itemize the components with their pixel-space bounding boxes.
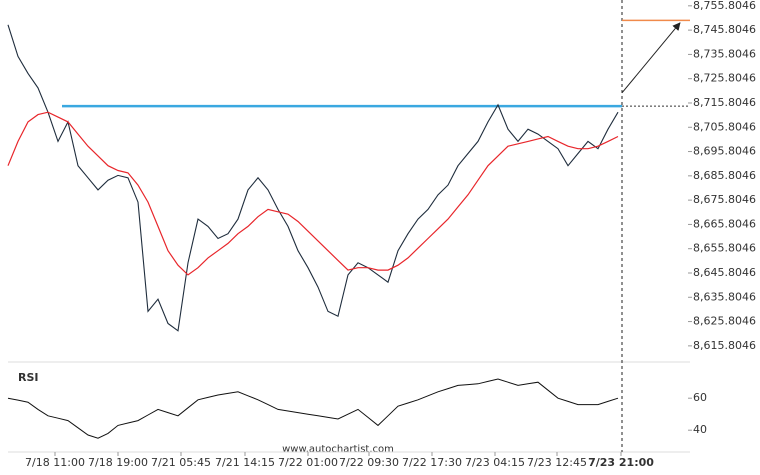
x-tick-label: 7/23 12:45 xyxy=(527,456,587,469)
rsi-tick-label: 60 xyxy=(693,391,707,404)
rsi-title: RSI xyxy=(18,371,39,384)
x-tick-label: 7/22 01:00 xyxy=(278,456,338,469)
x-tick-label: 7/21 05:45 xyxy=(151,456,211,469)
y-tick-label: 8,755.8046 xyxy=(693,0,756,12)
x-tick-label: 7/22 17:30 xyxy=(402,456,462,469)
x-tick-label: 7/23 21:00 xyxy=(588,456,654,469)
y-tick-label: 8,625.8046 xyxy=(693,315,756,328)
y-tick-label: 8,685.8046 xyxy=(693,169,756,182)
rsi-tick-label: 40 xyxy=(693,423,707,436)
y-tick-label: 8,645.8046 xyxy=(693,266,756,279)
rsi-line xyxy=(7,378,619,439)
y-tick-label: 8,735.8046 xyxy=(693,47,756,60)
x-tick-label: 7/18 19:00 xyxy=(88,456,148,469)
y-tick-label: 8,715.8046 xyxy=(693,96,756,109)
price-line xyxy=(7,24,619,332)
y-tick-label: 8,655.8046 xyxy=(693,242,756,255)
y-tick-label: 8,615.8046 xyxy=(693,339,756,352)
y-tick-label: 8,695.8046 xyxy=(693,145,756,158)
x-tick-label: 7/22 09:30 xyxy=(339,456,399,469)
x-tick-label: 7/18 11:00 xyxy=(25,456,85,469)
source: www.autochartist.com xyxy=(282,444,394,455)
forecast-arrow xyxy=(621,22,681,94)
y-tick-label: 8,725.8046 xyxy=(693,72,756,85)
moving-average xyxy=(7,111,619,276)
y-tick-label: 8,745.8046 xyxy=(693,23,756,36)
y-tick-label: 8,665.8046 xyxy=(693,217,756,230)
x-tick-label: 7/23 04:15 xyxy=(465,456,525,469)
y-tick-label: 8,705.8046 xyxy=(693,120,756,133)
y-tick-label: 8,635.8046 xyxy=(693,290,756,303)
x-tick-label: 7/21 14:15 xyxy=(215,456,275,469)
y-tick-label: 8,675.8046 xyxy=(693,193,756,206)
